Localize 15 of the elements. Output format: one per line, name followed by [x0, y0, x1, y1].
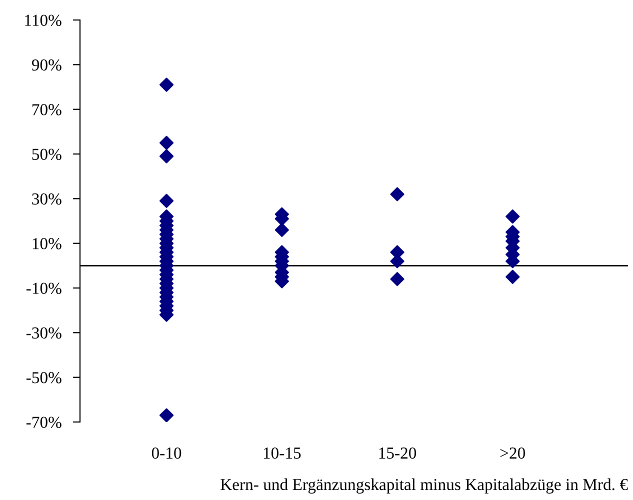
y-tick-label: 90%: [32, 59, 62, 71]
y-tick-label: 70%: [32, 104, 62, 116]
y-tick-label: 30%: [32, 193, 62, 205]
y-tick-label: 50%: [32, 148, 62, 160]
y-tick-label: -30%: [26, 327, 62, 339]
x-tick-label: 0-10: [152, 447, 182, 459]
x-tick-label: >20: [500, 447, 526, 459]
y-tick-label: 110%: [25, 14, 62, 26]
y-tick-label: -70%: [26, 416, 62, 428]
y-tick-label: -10%: [26, 282, 62, 294]
y-tick-label: -50%: [26, 372, 62, 384]
x-tick-label: 15-20: [379, 447, 416, 459]
x-axis-title: Kern- und Ergänzungskapital minus Kapitalabzüge in Mrd. €: [220, 478, 628, 494]
y-tick-label: 10%: [32, 238, 62, 250]
x-tick-label: 10-15: [264, 447, 301, 459]
